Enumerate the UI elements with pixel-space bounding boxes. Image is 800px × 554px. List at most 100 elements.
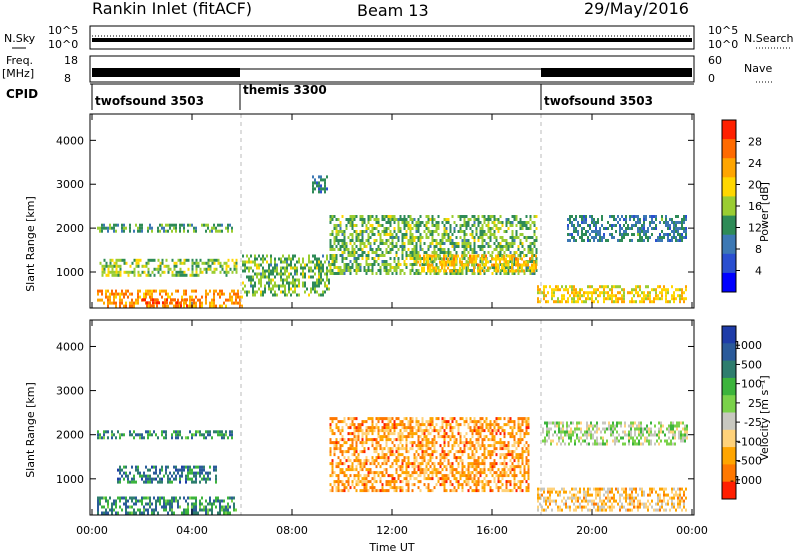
velocity-echo-cell [441,477,444,481]
power-echo-cell [223,301,225,305]
power-echo-cell [597,230,599,233]
power-echo-cell [177,270,180,274]
power-echo-cell [437,221,440,224]
power-echo-cell [183,301,185,305]
velocity-echo-cell [451,417,454,421]
velocity-echo-cell [139,499,141,503]
velocity-echo-cell [453,426,456,430]
power-echo-cell [163,270,166,274]
power-echo-cell [607,239,609,242]
velocity-echo-cell [353,474,356,478]
power-echo-cell [675,221,677,224]
velocity-echo-cell [407,474,410,478]
power-echo-cell [525,215,528,218]
power-echo-cell [173,267,176,271]
power-echo-cell [441,248,444,251]
power-echo-cell [183,289,185,293]
power-echo-cell [493,230,496,233]
velocity-echo-cell [201,477,203,481]
velocity-echo-cell [337,486,340,490]
power-echo-cell [107,267,110,271]
power-echo-cell [503,239,506,242]
power-echo-cell [521,251,524,254]
power-echo-cell [115,261,118,265]
power-echo-cell [349,272,352,275]
power-echo-cell [244,260,246,264]
velocity-echo-cell [521,453,524,457]
power-echo-cell [292,278,294,282]
power-echo-cell [585,297,587,301]
velocity-echo-cell [221,499,223,503]
power-echo-cell [125,304,127,308]
power-echo-cell [153,273,156,277]
velocity-echo-cell [185,474,187,478]
power-echo-cell [479,230,482,233]
velocity-echo-cell [497,441,500,445]
velocity-echo-cell [611,508,613,512]
velocity-echo-cell [401,459,404,463]
velocity-echo-cell [381,462,384,466]
power-echo-cell [349,224,352,227]
velocity-echo-cell [493,450,496,454]
power-echo-cell [533,272,536,275]
velocity-echo-cell [409,426,412,430]
power-echo-cell [205,270,208,274]
velocity-echo-cell [349,423,352,427]
velocity-echo-cell [413,462,416,466]
velocity-echo-cell [143,436,145,440]
velocity-echo-cell [371,441,374,445]
velocity-echo-cell [427,447,430,451]
velocity-echo-cell [97,496,99,500]
velocity-echo-cell [189,465,191,469]
power-echo-cell [213,301,215,305]
velocity-echo-cell [353,486,356,490]
velocity-echo-cell [363,477,366,481]
velocity-echo-cell [475,420,478,424]
power-echo-cell [673,230,675,233]
velocity-echo-cell [157,474,159,478]
power-echo-cell [455,224,458,227]
power-echo-cell [509,236,512,239]
power-echo-cell [419,215,422,218]
velocity-echo-cell [225,433,227,437]
velocity-echo-cell [461,465,464,469]
velocity-echo-cell [431,420,434,424]
velocity-echo-cell [507,453,510,457]
velocity-echo-cell [427,489,430,493]
velocity-echo-cell [471,465,474,469]
power-echo-cell [497,218,500,221]
velocity-echo-cell [213,465,215,469]
freq-left-tick-top: 18 [64,54,78,67]
power-echo-cell [489,254,492,257]
velocity-echo-cell [439,462,442,466]
velocity-echo-cell [523,474,526,478]
power-echo-cell [513,251,516,254]
power-echo-cell [417,230,420,233]
velocity-echo-cell [515,456,518,460]
velocity-echo-cell [509,489,512,493]
velocity-echo-cell [367,489,370,493]
power-echo-cell [417,251,420,254]
velocity-echo-cell [445,477,448,481]
velocity-echo-cell [419,447,422,451]
velocity-echo-cell [373,480,376,484]
velocity-echo-cell [439,435,442,439]
power-echo-cell [225,267,228,271]
velocity-echo-cell [215,465,217,469]
power-echo-cell [649,300,651,304]
power-echo-cell [125,301,127,305]
power-echo-cell [435,239,438,242]
power-echo-cell [413,239,416,242]
velocity-echo-cell [417,453,420,457]
power-echo-cell [405,218,408,221]
velocity-echo-cell [231,433,233,437]
power-echo-cell [292,266,294,270]
power-echo-cell [197,264,200,268]
velocity-echo-cell [515,441,518,445]
velocity-echo-cell [449,489,452,493]
velocity-echo-cell [169,508,171,512]
velocity-echo-cell [349,465,352,469]
velocity-echo-cell [205,499,207,503]
power-echo-cell [463,263,465,267]
velocity-echo-cell [405,450,408,454]
